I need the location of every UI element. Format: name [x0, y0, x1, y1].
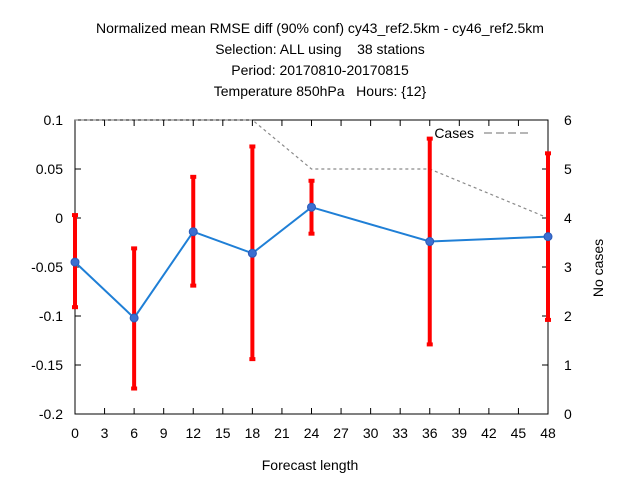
data-point [307, 202, 316, 212]
data-point [129, 313, 139, 323]
x-tick-label: 30 [363, 425, 379, 441]
legend-label-cases: Cases [434, 125, 474, 141]
x-tick-label: 24 [304, 425, 320, 441]
x-tick-label: 33 [392, 425, 408, 441]
title-line-3: Period: 20170810-20170815 [231, 62, 409, 78]
data-point [543, 232, 553, 242]
x-tick-label: 42 [481, 425, 497, 441]
y-tick-label: -0.1 [39, 308, 63, 324]
x-tick-label: 15 [215, 425, 231, 441]
x-tick-label: 45 [511, 425, 527, 441]
y2-axis-label: No cases [590, 239, 606, 297]
x-tick-label: 18 [245, 425, 261, 441]
data-point [425, 237, 435, 247]
y2-tick-label: 3 [564, 259, 572, 275]
x-tick-label: 9 [160, 425, 168, 441]
x-axis-label: Forecast length [262, 457, 359, 473]
x-tick-label: 0 [71, 425, 79, 441]
y-tick-label: 0 [55, 210, 63, 226]
title-line-4: Temperature 850hPa Hours: {12} [213, 83, 427, 99]
y2-tick-label: 6 [564, 112, 572, 128]
x-tick-label: 3 [101, 425, 109, 441]
plot-frame [74, 119, 549, 415]
y2-tick-label: 2 [564, 308, 572, 324]
data-point [247, 248, 257, 258]
y-tick-label: 0.1 [44, 112, 64, 128]
x-tick-label: 6 [130, 425, 138, 441]
y-tick-label: -0.15 [31, 357, 63, 373]
y2-tick-label: 0 [564, 406, 572, 422]
y-tick-label: 0.05 [36, 161, 63, 177]
x-tick-label: 36 [422, 425, 438, 441]
x-tick-label: 48 [540, 425, 556, 441]
x-tick-label: 21 [274, 425, 290, 441]
title-line-1: Normalized mean RMSE diff (90% conf) cy4… [96, 20, 544, 36]
data-point [188, 227, 198, 237]
x-tick-label: 39 [452, 425, 468, 441]
x-tick-label: 12 [185, 425, 201, 441]
y-tick-label: -0.05 [31, 259, 63, 275]
y2-tick-label: 1 [564, 357, 572, 373]
x-tick-label: 27 [333, 425, 349, 441]
data-point [70, 257, 80, 267]
legend: Cases [434, 125, 532, 141]
title-line-2: Selection: ALL using 38 stations [215, 41, 425, 57]
y2-tick-label: 5 [564, 161, 572, 177]
y-tick-label: -0.2 [39, 406, 63, 422]
chart-title: Normalized mean RMSE diff (90% conf) cy4… [0, 18, 640, 102]
y2-tick-label: 4 [564, 210, 572, 226]
